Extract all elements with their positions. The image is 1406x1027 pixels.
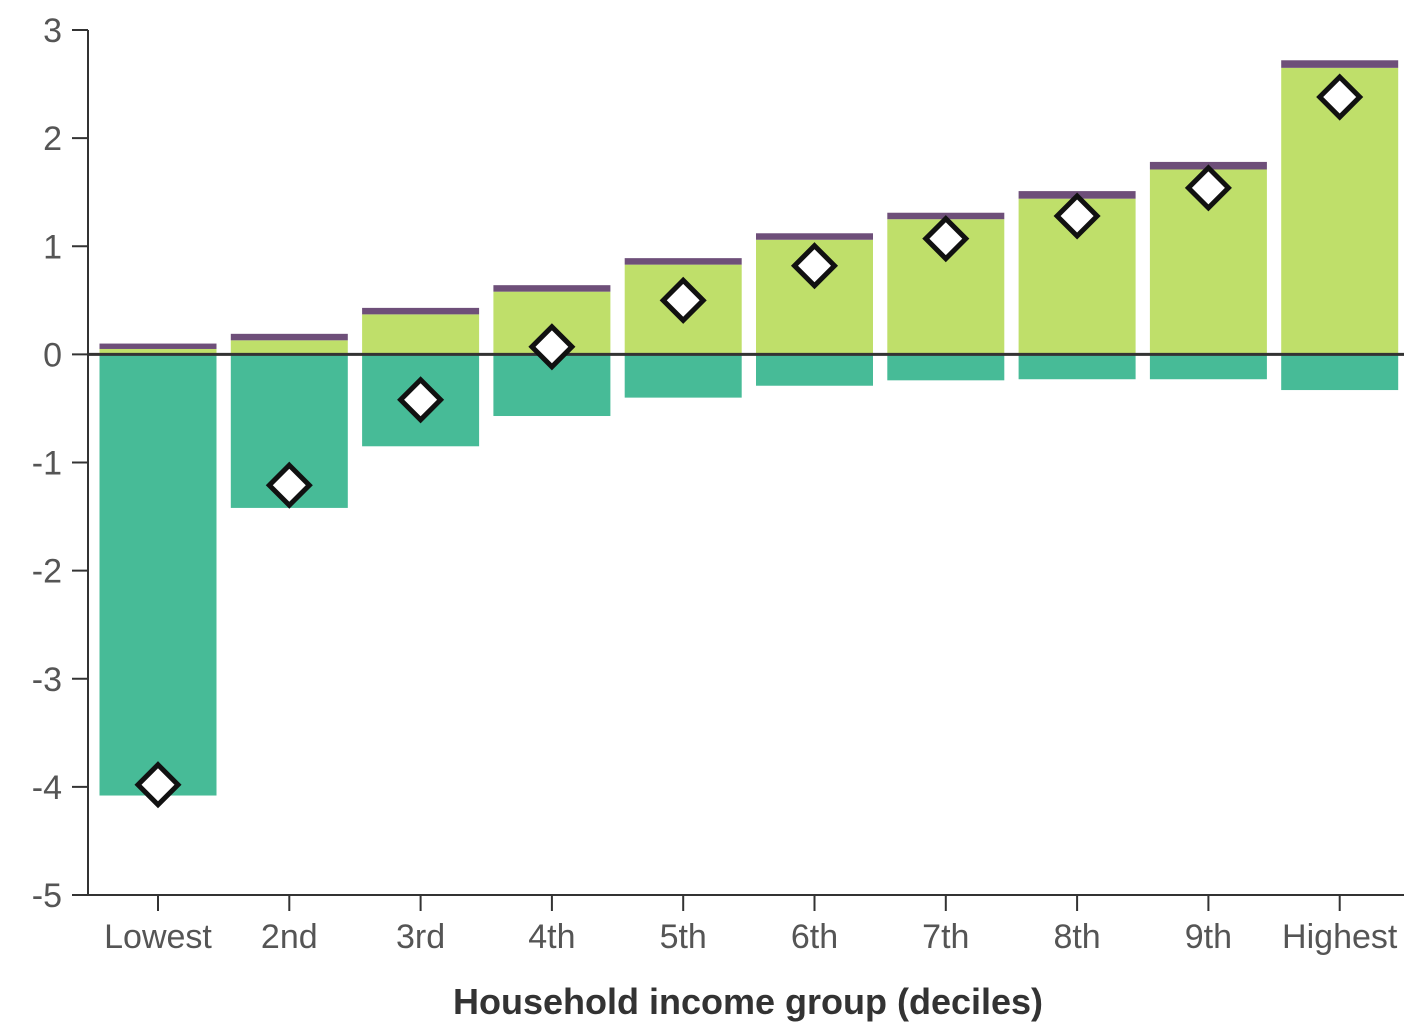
- bar-segment-cap: [230, 333, 348, 341]
- x-tick-label: 5th: [660, 918, 707, 956]
- x-tick-label: Highest: [1282, 918, 1398, 956]
- bar-segment-negative: [99, 354, 217, 796]
- bar-segment-positive: [230, 340, 348, 355]
- y-tick-label: -4: [32, 769, 62, 807]
- y-tick-label: -5: [32, 877, 62, 915]
- marker-diamond: [1184, 164, 1232, 212]
- x-tick-label: 4th: [528, 918, 575, 956]
- bar-segment-cap: [1281, 60, 1399, 68]
- x-tick-label: 8th: [1053, 918, 1100, 956]
- bar-segment-negative: [624, 354, 742, 398]
- bar-segment-cap: [362, 307, 480, 315]
- bar-segment-cap: [624, 258, 742, 265]
- marker-diamond: [265, 461, 313, 509]
- marker-diamond: [1316, 73, 1364, 121]
- bar-segment-negative: [756, 354, 873, 386]
- bar-segment-cap: [493, 285, 611, 292]
- marker-diamond: [659, 276, 707, 324]
- axes: 3 2 1 0 -1 -2 -3 -4 -5 Lowest 2nd 3rd 4th 5th 6th 7th 8t…: [32, 12, 1404, 956]
- bar-segment-negative: [1149, 354, 1267, 380]
- marker-diamond: [1053, 192, 1101, 240]
- marker-diamond: [134, 761, 182, 809]
- bar-segment-negative: [887, 354, 1005, 381]
- y-tick-label: 1: [43, 228, 62, 266]
- marker-diamond: [528, 323, 576, 371]
- marker-diamond: [790, 242, 839, 290]
- x-tick-label: Lowest: [104, 918, 212, 956]
- x-tick-label: 7th: [922, 918, 969, 956]
- y-tick-label: -1: [32, 445, 62, 483]
- y-tick-label: 2: [43, 120, 62, 158]
- x-tick-label: 6th: [791, 918, 838, 956]
- y-tick-label: -3: [32, 661, 62, 699]
- y-tick-label: -2: [32, 553, 62, 591]
- bar-segment-positive: [362, 314, 480, 355]
- marker-diamond: [397, 376, 445, 424]
- bar-segment-cap: [756, 233, 873, 240]
- x-axis-title: Household income group (deciles): [453, 981, 1043, 1022]
- bar-segment-cap: [99, 343, 217, 349]
- x-tick-label: 2nd: [261, 918, 318, 956]
- y-tick-label: 0: [43, 336, 62, 374]
- plot-area: [88, 60, 1404, 809]
- bar-segment-negative: [1281, 354, 1399, 391]
- bar-segment-positive: [99, 348, 217, 355]
- marker-diamond: [922, 215, 970, 263]
- y-tick-label: 3: [43, 12, 62, 50]
- x-tick-label: 9th: [1185, 918, 1232, 956]
- bar-segment-negative: [1018, 354, 1136, 380]
- x-tick-label: 3rd: [396, 918, 445, 956]
